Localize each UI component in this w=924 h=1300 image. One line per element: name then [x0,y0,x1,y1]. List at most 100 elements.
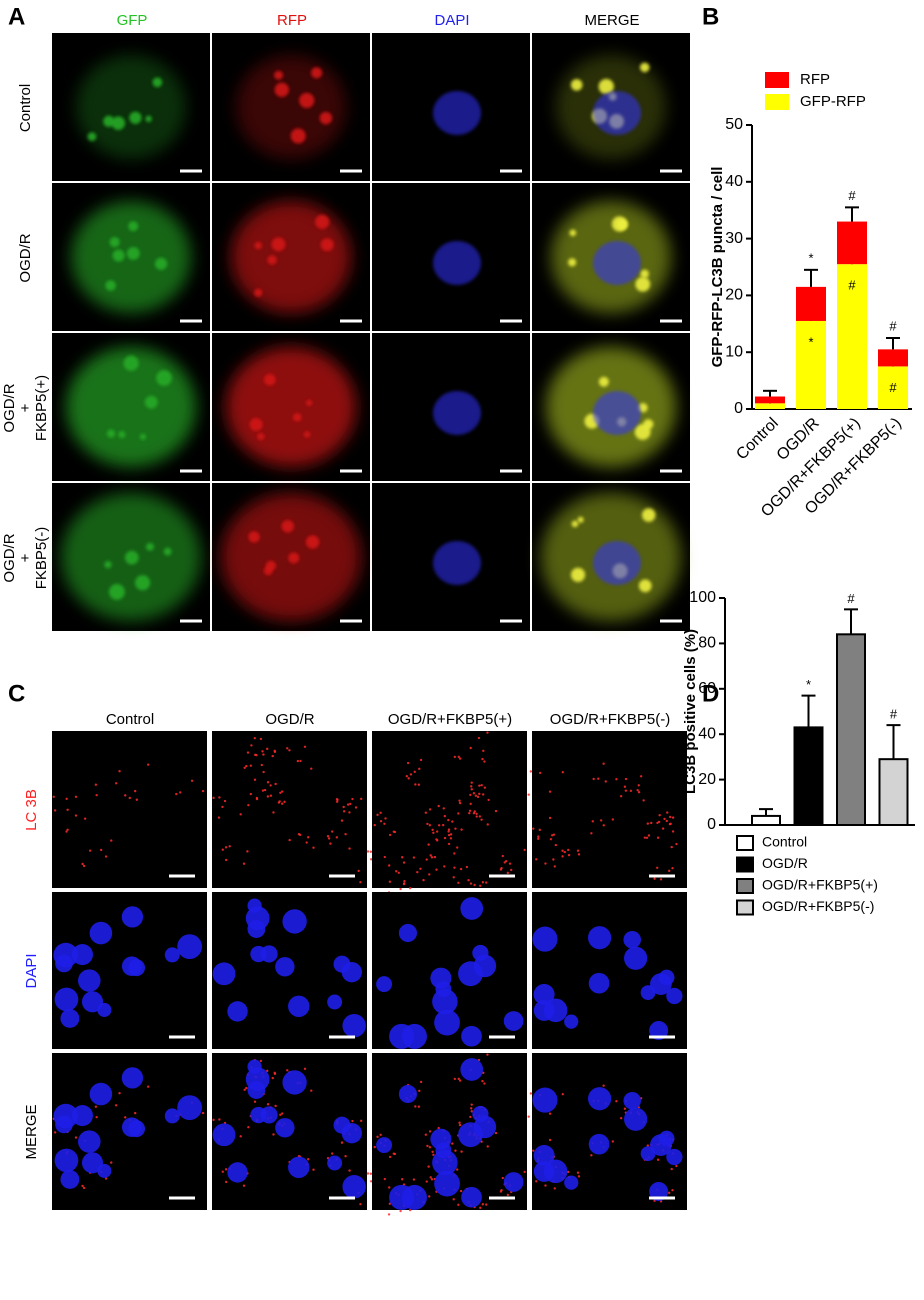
nucleus [503,1172,524,1192]
lc3b-dot [675,842,678,846]
lc3b-dot [639,775,643,778]
lc3b-dot [329,842,332,845]
nucleus [97,1002,112,1017]
lc3b-dot [330,830,334,833]
lc3b-dot [483,1082,486,1085]
lc3b-dot [561,855,564,858]
lc3b-dot [458,757,462,760]
lc3b-dot [405,774,409,778]
lc3b-dot [529,1092,533,1095]
lc3b-dot [221,805,224,809]
lc3b-dot [666,811,669,814]
lc3b-dot [449,833,453,836]
nucleus [342,1175,366,1199]
column-header: OGD/R+FKBP5(+) [388,711,512,728]
lc3b-dot [263,788,267,792]
lc3b-dot [577,853,581,856]
column-header: OGD/R [265,711,314,728]
lc3b-dot [428,1130,432,1133]
cell [226,347,356,467]
lc3b-dot [457,1077,460,1081]
lc3b-dot [369,850,373,853]
lc3b-dot [549,838,553,841]
punctum [111,116,126,130]
punctum [254,241,262,250]
lc3b-dot [499,868,503,871]
lc3b-dot [669,822,672,826]
punctum [249,418,263,432]
lc3b-dot [255,797,259,801]
legend-swatch [736,899,754,916]
lc3b-dot [409,773,413,776]
lc3b-dot [428,873,431,876]
lc3b-dot [81,862,84,866]
lc3b-dot [619,1117,623,1120]
lc3b-dot [344,1155,347,1158]
lc3b-dot [342,805,345,809]
column-header: MERGE [584,12,639,29]
lc3b-dot [299,759,302,763]
lc3b-dot [201,789,205,793]
nucleus [564,1175,579,1190]
nucleus [658,969,675,986]
lc3b-dot [74,795,78,798]
lc3b-dot [429,1176,432,1179]
punctum [126,246,140,260]
lc3b-dot [459,1189,463,1193]
punctum [577,516,584,523]
lc3b-dot [253,736,256,740]
lc3b-dot [409,886,412,890]
punctum [135,575,151,591]
lc3b-dot [376,813,379,817]
lc3b-dot [399,1209,402,1213]
lc3b-dot [457,812,460,815]
punctum [299,92,315,109]
nucleus [533,983,555,1005]
lc3b-dot [310,1089,313,1092]
lc3b-dot [481,1079,484,1083]
punctum [635,276,651,292]
lc3b-dot [485,1203,488,1206]
lc3b-dot [379,820,383,823]
lc3b-dot [369,1180,373,1183]
legend-label: GFP-RFP [800,93,866,110]
lc3b-dot [326,834,330,838]
nucleus [666,987,683,1005]
nucleus [587,926,612,950]
lc3b-dot [428,824,432,827]
lc3b-dot [307,1158,310,1161]
lc3b-dot [388,1155,392,1159]
lc3b-dot [567,848,570,852]
lc3b-dot [442,807,445,810]
punctum [638,579,652,593]
lc3b-dot [388,833,392,837]
bar [878,758,909,826]
lc3b-dot [310,767,313,770]
lc3b-dot [457,1203,460,1207]
lc3b-dot [221,848,224,851]
lc3b-dot [281,790,284,793]
lc3b-dot [481,757,484,761]
lc3b-dot [665,819,668,823]
lc3b-dot [110,839,113,842]
lc3b-dot [486,731,489,734]
y-tick-label: 0 [707,816,716,833]
punctum [639,62,650,73]
nucleus [327,1155,343,1171]
bar-segment [837,264,867,409]
punctum [571,520,579,528]
lc3b-dot [623,785,627,788]
lc3b-dot [470,1103,473,1106]
lc3b-dot [465,865,469,869]
nucleus [81,991,104,1013]
lc3b-dot [523,1170,526,1174]
lc3b-dot [52,795,55,798]
punctum [567,258,577,267]
nucleus [260,945,278,963]
lc3b-dot [418,1089,421,1093]
lc3b-dot [65,797,68,801]
significance-mark: # [890,707,898,722]
lc3b-dot [340,819,344,822]
lc3b-dot [307,836,310,839]
bar [751,814,781,826]
